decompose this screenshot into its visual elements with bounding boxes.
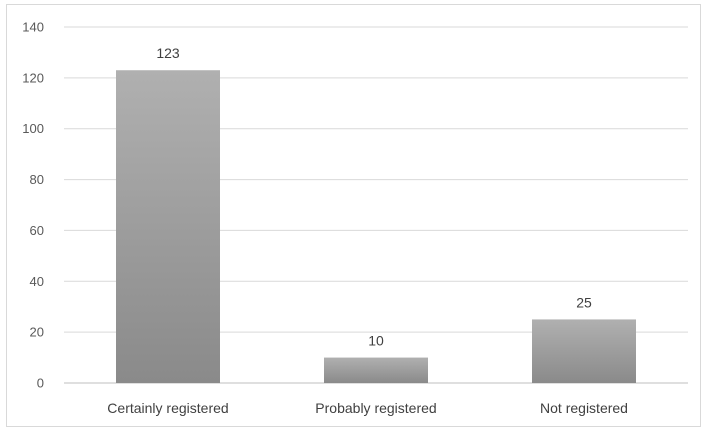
- y-tick-label: 0: [37, 376, 44, 391]
- y-tick-label: 60: [30, 223, 44, 238]
- bar-data-label: 25: [576, 294, 592, 310]
- x-category-label: Not registered: [540, 400, 628, 416]
- x-category-label: Certainly registered: [107, 400, 228, 416]
- bar-data-label: 10: [368, 333, 384, 349]
- x-axis-category-labels: Certainly registered Probably registered N…: [107, 400, 628, 416]
- bar: [532, 319, 636, 383]
- y-tick-label: 80: [30, 172, 44, 187]
- bar: [116, 70, 220, 383]
- data-labels: 123 10 25: [156, 45, 592, 348]
- y-tick-label: 40: [30, 274, 44, 289]
- y-axis-tick-labels: 0 20 40 60 80 100 120 140: [22, 20, 44, 391]
- bar-data-label: 123: [156, 45, 180, 61]
- y-tick-label: 140: [22, 20, 44, 35]
- bars: [116, 70, 636, 383]
- x-category-label: Probably registered: [315, 400, 436, 416]
- bar: [324, 357, 428, 383]
- y-tick-label: 100: [22, 121, 44, 136]
- y-tick-label: 20: [30, 325, 44, 340]
- y-tick-label: 120: [22, 70, 44, 85]
